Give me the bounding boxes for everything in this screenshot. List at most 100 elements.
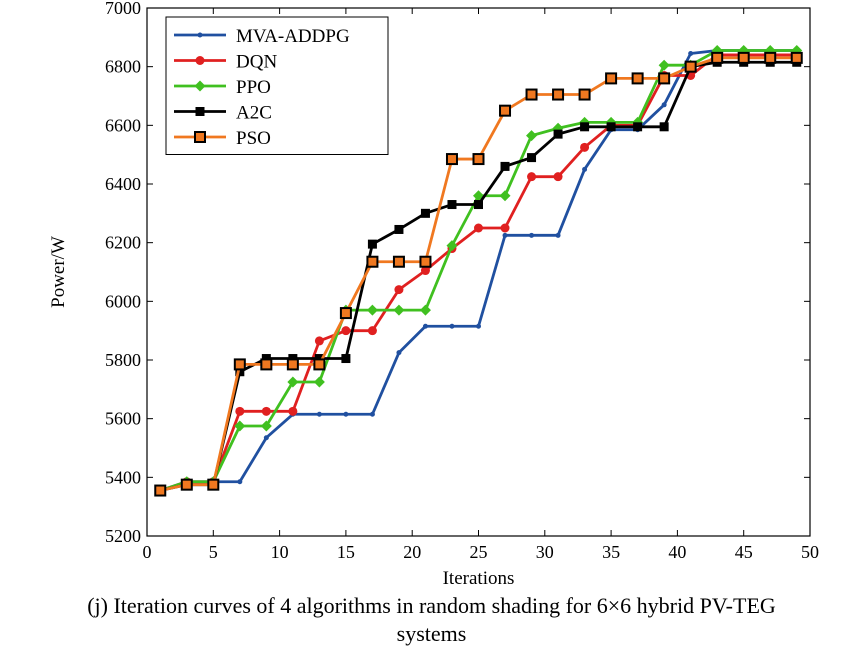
legend: MVA-ADDPG DQN PPO A2C PSO	[165, 16, 389, 155]
data-point	[527, 153, 537, 163]
data-point	[180, 478, 193, 491]
x-tick-label: 25	[470, 542, 488, 562]
data-point	[422, 323, 428, 329]
x-tick-label: 35	[602, 542, 620, 562]
y-tick-label: 5400	[105, 467, 141, 487]
data-point	[237, 479, 243, 485]
legend-label: PPO	[236, 77, 271, 98]
data-point	[366, 304, 378, 316]
data-point	[552, 88, 565, 101]
data-point	[500, 161, 510, 171]
legend-entry: DQN	[174, 52, 277, 73]
data-point	[711, 51, 724, 64]
data-point	[343, 411, 349, 417]
y-tick-label: 6000	[105, 291, 141, 311]
data-point	[790, 51, 803, 64]
y-tick-label: 7000	[105, 0, 141, 18]
data-point	[419, 255, 432, 268]
data-point	[393, 304, 405, 316]
data-point	[499, 190, 511, 202]
y-tick-label: 5200	[105, 526, 141, 546]
axes: 0 5 10 15 20 25 30 35 40 45 50 5200 5400 5600 5800 6000…	[48, 0, 819, 589]
data-point	[499, 104, 512, 117]
data-point	[263, 435, 269, 441]
data-point	[526, 130, 538, 142]
y-tick-label: 5600	[105, 409, 141, 429]
data-point	[582, 166, 588, 172]
legend-label: MVA-ADDPG	[236, 26, 350, 47]
x-axis-label: Iterations	[443, 568, 515, 589]
data-point	[553, 129, 563, 139]
data-point	[234, 420, 246, 432]
data-point	[207, 478, 220, 491]
y-tick-label: 6600	[105, 115, 141, 135]
x-tick-label: 30	[536, 542, 554, 562]
caption-line-1: (j) Iteration curves of 4 algorithms in …	[87, 593, 776, 618]
data-point	[420, 266, 430, 276]
x-tick-label: 45	[735, 542, 753, 562]
data-point	[286, 358, 299, 371]
data-point	[313, 376, 325, 388]
y-tick-label: 6200	[105, 233, 141, 253]
data-point	[316, 411, 322, 417]
data-point	[233, 358, 246, 371]
legend-marker	[195, 56, 205, 65]
data-point	[631, 72, 644, 85]
series-layer	[154, 45, 803, 497]
data-point	[420, 208, 430, 218]
data-point	[154, 484, 167, 497]
data-point	[341, 326, 351, 336]
data-point	[366, 255, 379, 268]
data-point	[633, 122, 643, 132]
data-point	[580, 122, 590, 132]
data-point	[472, 153, 485, 166]
data-point	[578, 88, 591, 101]
data-point	[474, 200, 483, 210]
data-point	[606, 122, 616, 132]
data-point	[446, 240, 458, 252]
series-pso	[154, 51, 803, 497]
x-tick-label: 40	[668, 542, 686, 562]
legend-label: A2C	[236, 103, 272, 124]
x-tick-label: 15	[337, 542, 355, 562]
data-point	[419, 304, 431, 316]
data-point	[339, 307, 352, 320]
data-point	[447, 200, 457, 210]
legend-entry: MVA-ADDPG	[174, 26, 350, 47]
data-point	[658, 59, 670, 71]
data-point	[529, 232, 535, 238]
y-tick-label: 5800	[105, 350, 141, 370]
data-point	[500, 223, 510, 233]
data-point	[369, 411, 375, 417]
legend-label: PSO	[236, 128, 271, 149]
legend-label: DQN	[236, 52, 277, 73]
data-point	[394, 224, 404, 234]
data-point	[580, 142, 590, 152]
x-tick-label: 10	[271, 542, 289, 562]
data-point	[449, 323, 455, 329]
data-point	[555, 232, 561, 238]
data-point	[502, 232, 508, 238]
data-point	[260, 358, 273, 371]
data-point	[260, 420, 272, 432]
data-point	[474, 223, 483, 233]
data-point	[341, 354, 351, 364]
data-point	[476, 323, 481, 329]
data-point	[527, 172, 537, 182]
legend-marker	[195, 107, 205, 116]
data-point	[737, 51, 750, 64]
x-tick-label: 5	[209, 542, 218, 562]
data-point	[394, 285, 404, 295]
data-point	[235, 367, 245, 377]
legend-entry: PPO	[174, 77, 271, 98]
legend-entry: PSO	[174, 128, 271, 149]
x-tick-label: 0	[143, 542, 152, 562]
data-point	[288, 406, 298, 416]
data-point	[261, 406, 271, 416]
legend-entry: A2C	[174, 103, 272, 124]
data-point	[659, 122, 669, 132]
data-point	[658, 72, 671, 85]
data-point	[688, 50, 694, 56]
data-point	[553, 172, 563, 182]
